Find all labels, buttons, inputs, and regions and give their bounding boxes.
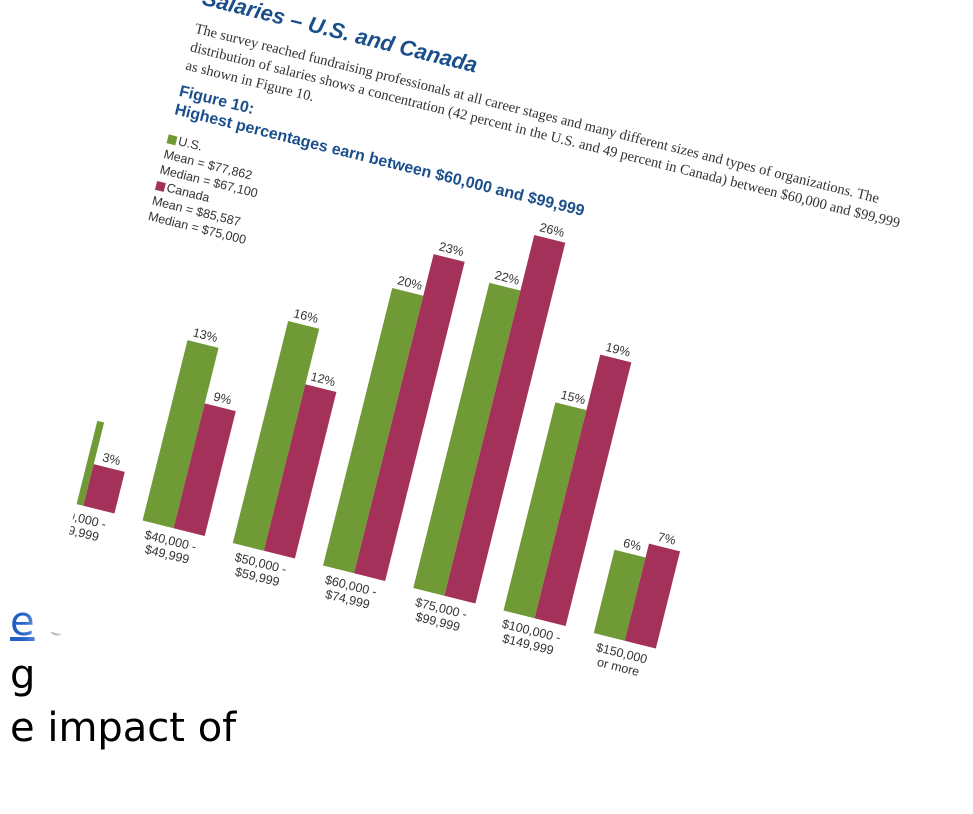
bar-us-3 — [232, 321, 320, 551]
data-label-canada-4: 23% — [438, 239, 466, 259]
slide-text-line-2: g — [10, 652, 36, 698]
data-label-canada-1: 3% — [101, 450, 122, 468]
bar-canada-1 — [83, 464, 125, 514]
bar-canada-5 — [444, 235, 566, 604]
data-label-us-1: 6% — [80, 401, 101, 419]
bar-us-7 — [593, 549, 646, 641]
data-label-canada-2: 9% — [212, 390, 233, 408]
data-label-us-2: 13% — [191, 325, 219, 345]
bar-canada-7 — [624, 543, 681, 649]
bar-canada-3 — [263, 384, 337, 559]
data-label-canada-6: 19% — [604, 340, 632, 360]
data-label-canada-3: 12% — [309, 370, 337, 390]
data-label-us-3: 16% — [292, 306, 320, 326]
slide-link[interactable]: e — [10, 599, 35, 645]
data-label-us-4: 20% — [396, 273, 424, 293]
data-label-canada-5: 26% — [538, 220, 566, 240]
bar-canada-6 — [534, 354, 632, 627]
data-label-us-7: 6% — [622, 536, 643, 554]
report-figure-card: Salaries – U.S. and Canada The survey re… — [45, 0, 944, 814]
bar-canada-4 — [354, 254, 465, 582]
bar-us-6 — [503, 402, 587, 619]
bar-us-5 — [413, 282, 521, 596]
data-label-canada-7: 7% — [656, 530, 677, 548]
data-label-us-5: 22% — [493, 268, 521, 288]
bar-canada-2 — [173, 403, 236, 537]
bar-us-4 — [323, 288, 424, 574]
bar-us-2 — [142, 340, 219, 529]
data-label-us-6: 15% — [559, 388, 587, 408]
slide-text-line-3: e impact of — [10, 705, 237, 751]
